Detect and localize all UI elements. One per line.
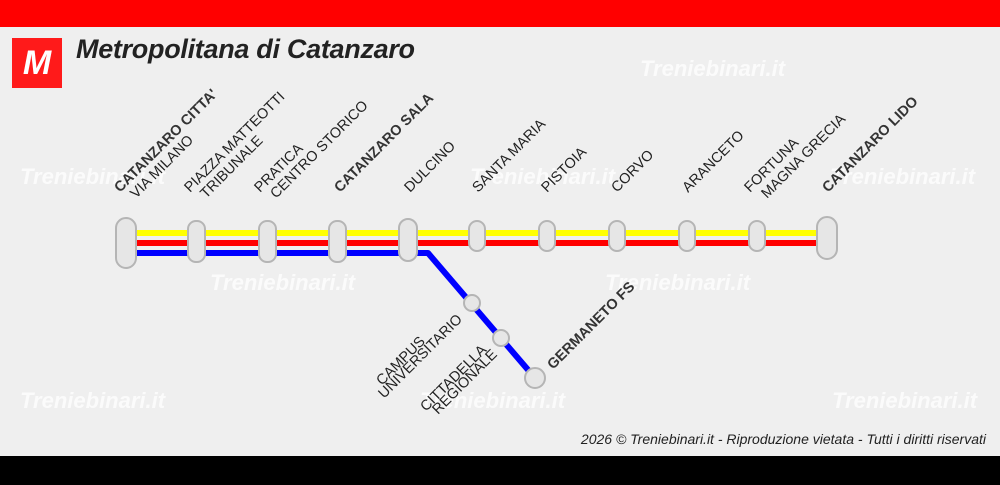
station-fortuna[interactable] xyxy=(748,220,766,252)
station-pistoia[interactable] xyxy=(538,220,556,252)
watermark: Treniebinari.it xyxy=(605,270,751,295)
station-label: CATANZARO LIDO xyxy=(820,94,922,196)
station-label: SANTA MARIA xyxy=(470,116,550,196)
station-germaneto-fs[interactable] xyxy=(524,367,546,389)
bottom-black-bar xyxy=(0,456,1000,485)
station-corvo[interactable] xyxy=(608,220,626,252)
station-campus-universitario[interactable] xyxy=(463,294,481,312)
station-label: CORVO xyxy=(609,147,658,196)
footer-year: 2026 xyxy=(580,431,613,447)
watermark: Treniebinari.it xyxy=(420,388,566,413)
watermark: Treniebinari.it xyxy=(210,270,356,295)
top-red-bar xyxy=(0,0,1000,27)
station-label: GERMANETO FS xyxy=(545,279,639,373)
footer-text: Treniebinari.it - Riproduzione vietata -… xyxy=(630,431,986,447)
watermark: Treniebinari.it xyxy=(20,164,166,189)
metro-logo: M xyxy=(12,38,62,88)
copyright-icon: © xyxy=(615,431,627,447)
watermark: Treniebinari.it xyxy=(832,388,978,413)
logo-letter: M xyxy=(22,43,52,82)
station-cittadella-regionale[interactable] xyxy=(492,329,510,347)
footer-copyright: 2026 © Treniebinari.it - Riproduzione vi… xyxy=(581,431,986,447)
station-aranceto[interactable] xyxy=(678,220,696,252)
station-piazza-matteotti[interactable] xyxy=(187,220,206,263)
station-label: CENTRO STORICO xyxy=(268,98,372,202)
watermark: Treniebinari.it xyxy=(470,164,616,189)
station-dulcino[interactable] xyxy=(398,218,418,262)
station-catanzaro-lido[interactable] xyxy=(816,216,838,260)
station-catanzaro-sala[interactable] xyxy=(328,220,347,263)
station-catanzaro-citta[interactable] xyxy=(115,217,137,269)
page-title: Metropolitana di Catanzaro xyxy=(76,34,415,64)
station-label: ARANCETO xyxy=(680,128,748,196)
station-label: DULCINO xyxy=(402,138,459,195)
station-pratica[interactable] xyxy=(258,220,277,263)
station-santa-maria[interactable] xyxy=(468,220,486,252)
watermark: Treniebinari.it xyxy=(830,164,976,189)
watermark: Treniebinari.it xyxy=(20,388,166,413)
watermark: Treniebinari.it xyxy=(640,56,786,81)
station-label: PISTOIA xyxy=(539,144,591,196)
